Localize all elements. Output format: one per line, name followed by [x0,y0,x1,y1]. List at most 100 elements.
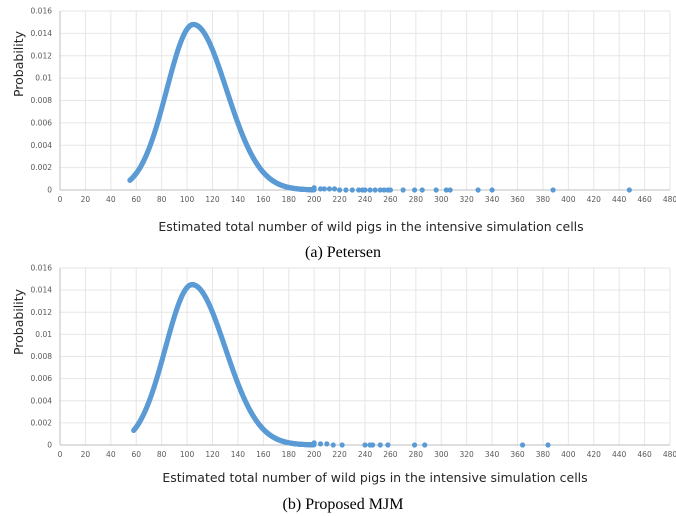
data-point [433,187,439,193]
data-point [367,187,373,193]
x-tick-label: 180 [282,195,297,204]
y-tick-label: 0.004 [31,396,53,405]
data-points [127,21,632,193]
x-tick-label: 240 [358,195,373,204]
x-tick-label: 260 [383,195,398,204]
data-point [550,187,556,193]
y-tick-labels: 0 0.002 0.004 0.006 0.008 0.01 0.012 0.014 0.016 [31,7,53,195]
x-tick-label: 340 [485,195,500,204]
x-tick-label: 100 [180,450,195,459]
x-tick-label: 0 [58,195,63,204]
x-tick-label: 200 [307,450,322,459]
x-tick-label: 140 [231,450,246,459]
y-tick-label: 0.006 [31,118,53,127]
x-tick-label: 40 [106,450,116,459]
y-tick-label: 0.012 [31,308,53,317]
x-tick-label: 440 [612,450,627,459]
x-tick-label: 380 [536,195,551,204]
data-point [370,442,376,448]
data-point [311,440,317,446]
y-tick-label: 0.006 [31,374,53,383]
data-point [626,187,632,193]
x-tick-label: 80 [157,195,167,204]
x-tick-label: 100 [180,195,195,204]
data-point [385,442,391,448]
gridlines [60,267,671,445]
x-tick-label: 480 [663,195,676,204]
x-tick-label: 360 [510,195,525,204]
y-tick-label: 0.01 [35,74,52,83]
y-tick-label: 0.014 [31,29,53,38]
data-point [447,187,453,193]
data-point [349,187,355,193]
x-tick-label: 400 [561,195,576,204]
data-point [362,187,368,193]
data-point [377,442,383,448]
x-tick-labels: 0 20 40 60 80 100 120 140 160 180 200 220 240 260 280 3… [58,450,676,459]
x-tick-label: 220 [332,450,347,459]
chart-panel-petersen: 0 0.002 0.004 0.006 0.008 0.01 0.012 0.014 0.016… [11,7,676,262]
data-point [387,187,394,193]
x-tick-label: 320 [460,450,475,459]
y-tick-label: 0.008 [31,352,53,361]
x-tick-label: 120 [205,195,220,204]
data-points [131,281,551,448]
x-tick-label: 460 [637,195,652,204]
data-point [336,187,343,193]
data-point [411,442,418,448]
y-tick-label: 0.016 [31,7,53,16]
data-point [324,441,330,447]
data-point [475,187,481,193]
y-tick-label: 0.002 [31,418,53,427]
data-point [356,187,362,193]
data-point [372,187,378,193]
x-tick-label: 300 [434,195,449,204]
data-point [443,187,449,193]
x-tick-label: 20 [81,450,91,459]
x-tick-label: 300 [434,450,449,459]
x-tick-label: 480 [663,450,676,459]
proposed-mjm-chart: 0 0.002 0.004 0.006 0.008 0.01 0.012 0.014 0.016… [11,264,676,514]
y-tick-label: 0 [47,441,52,450]
x-tick-label: 420 [587,450,602,459]
data-point [545,442,551,448]
data-point [330,442,336,448]
data-point [331,186,338,192]
y-tick-label: 0.002 [31,163,53,172]
y-tick-labels: 0 0.002 0.004 0.006 0.008 0.01 0.012 0.014 0.016 [31,264,53,450]
data-point [317,441,324,447]
x-tick-label: 160 [256,195,271,204]
x-tick-label: 320 [460,195,475,204]
y-tick-label: 0.014 [31,286,53,295]
y-tick-label: 0.004 [31,141,53,150]
gridlines [60,10,671,190]
x-tick-label: 140 [231,195,246,204]
x-axis-label: Estimated total number of wild pigs in t… [158,219,583,234]
data-point [381,187,387,193]
x-tick-label: 460 [637,450,652,459]
data-point [489,187,495,193]
x-tick-label: 380 [536,450,551,459]
x-tick-label: 120 [205,450,220,459]
x-tick-label: 180 [282,450,297,459]
x-tick-label: 400 [561,450,576,459]
x-tick-label: 240 [358,450,373,459]
data-point [362,442,368,448]
x-tick-label: 0 [58,450,63,459]
x-tick-label: 260 [383,450,398,459]
data-point [519,442,526,448]
x-tick-label: 160 [256,450,271,459]
data-point [422,442,428,448]
x-tick-label: 200 [307,195,322,204]
y-tick-label: 0.012 [31,51,53,60]
data-point [317,186,324,192]
x-tick-label: 60 [131,195,141,204]
petersen-chart: 0 0.002 0.004 0.006 0.008 0.01 0.012 0.014 0.016… [11,7,676,262]
y-tick-label: 0 [47,186,52,195]
data-point [339,442,345,448]
y-tick-label: 0.016 [31,264,53,273]
data-point [377,187,383,193]
x-tick-label: 40 [106,195,116,204]
data-point [411,187,418,193]
x-axis-label: Estimated total number of wild pigs in t… [162,470,587,485]
